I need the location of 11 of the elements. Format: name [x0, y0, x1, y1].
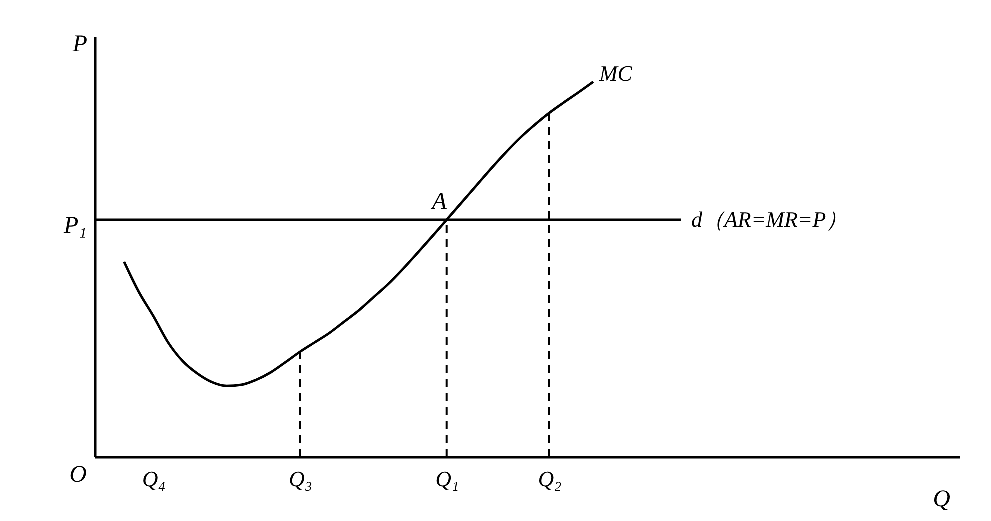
x-axis-title: Q	[933, 486, 950, 512]
x-tick-label: Q₄	[142, 466, 166, 492]
text: O	[70, 462, 87, 488]
series-label: MC	[598, 61, 633, 86]
series-label: d（AR=MR=P）	[691, 207, 848, 232]
y-axis-title: P	[72, 32, 88, 58]
x-tick-label: Q₂	[538, 466, 562, 492]
x-tick-label: Q₃	[288, 466, 313, 492]
annotation: A	[430, 189, 448, 215]
x-tick-label: Q₁	[436, 466, 460, 492]
text: P₁	[62, 213, 87, 239]
